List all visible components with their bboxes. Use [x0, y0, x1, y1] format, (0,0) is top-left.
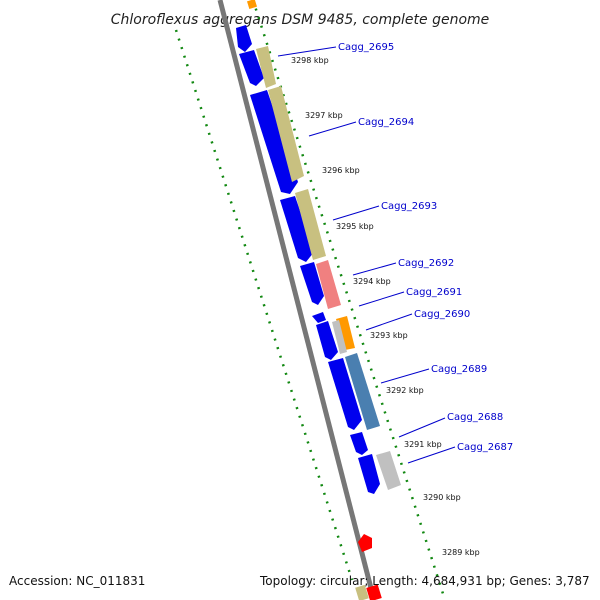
blue-gene-arrow[interactable]: [300, 262, 324, 305]
topology-label: Topology: circular; Length: 4,684,931 bp…: [260, 574, 590, 588]
kbp-label: 3295 kbp: [336, 222, 374, 231]
blue-gene-arrow[interactable]: [350, 432, 368, 455]
gene-labels: Cagg_2695 Cagg_2694 Cagg_2693 Cagg_2692 …: [338, 42, 513, 453]
callout-line: [277, 46, 337, 57]
kbp-label: 3289 kbp: [442, 548, 480, 557]
gene-label-cagg-2693[interactable]: Cagg_2693: [381, 201, 437, 212]
callout-line: [332, 205, 380, 221]
pink-gene[interactable]: [316, 260, 341, 309]
map-title: Chloroflexus aggregans DSM 9485, complet…: [111, 12, 490, 28]
callout-line: [358, 291, 405, 307]
blue-gene-arrow[interactable]: [358, 454, 380, 494]
gene-label-cagg-2690[interactable]: Cagg_2690: [414, 309, 470, 320]
bottom-red-feature: [366, 584, 382, 600]
grey-gene[interactable]: [376, 451, 401, 490]
gene-label-cagg-2691[interactable]: Cagg_2691: [406, 287, 462, 298]
outer-track-line: [174, 29, 354, 581]
colored-gene-track: [256, 46, 401, 490]
gene-callout-lines: [277, 46, 456, 464]
kbp-labels: 3298 kbp 3297 kbp 3296 kbp 3295 kbp 3294…: [291, 56, 480, 557]
gene-label-cagg-2695[interactable]: Cagg_2695: [338, 42, 394, 53]
blue-gene-arrow[interactable]: [312, 312, 326, 323]
kbp-label: 3292 kbp: [386, 386, 424, 395]
bottom-olive-feature: [355, 584, 369, 600]
gene-label-cagg-2689[interactable]: Cagg_2689: [431, 364, 487, 375]
callout-line: [380, 368, 430, 384]
misc-features: [247, 0, 382, 600]
gene-label-cagg-2687[interactable]: Cagg_2687: [457, 442, 513, 453]
blue-gene-arrow[interactable]: [316, 321, 338, 360]
blue-gene-arrow[interactable]: [280, 196, 314, 262]
callout-line: [398, 417, 446, 438]
top-orange-feature: [247, 0, 257, 9]
callout-line: [308, 121, 357, 137]
kbp-label: 3294 kbp: [353, 277, 391, 286]
orange-gene[interactable]: [336, 316, 355, 350]
kbp-label: 3297 kbp: [305, 111, 343, 120]
blue-gene-arrow[interactable]: [236, 25, 252, 52]
callout-line: [352, 262, 397, 276]
blue-gene-track: [236, 25, 380, 494]
blue-gene-arrow[interactable]: [250, 90, 298, 194]
accession-label: Accession: NC_011831: [9, 574, 146, 588]
blue-gene-arrow[interactable]: [239, 50, 264, 86]
red-marker: [358, 534, 372, 552]
gene-label-cagg-2692[interactable]: Cagg_2692: [398, 258, 454, 269]
blue-gene-arrow[interactable]: [328, 358, 362, 430]
kbp-label: 3291 kbp: [404, 440, 442, 449]
olive-gene[interactable]: [268, 86, 304, 182]
genome-backbone: [217, 0, 377, 600]
outer-dotted-track: [174, 29, 354, 581]
kbp-label: 3293 kbp: [370, 331, 408, 340]
steelblue-gene[interactable]: [345, 353, 380, 430]
grey-gene[interactable]: [332, 320, 347, 354]
callout-line: [365, 313, 413, 331]
gene-label-cagg-2688[interactable]: Cagg_2688: [447, 412, 503, 423]
callout-line: [407, 446, 456, 464]
kbp-label: 3290 kbp: [423, 493, 461, 502]
kbp-label: 3296 kbp: [322, 166, 360, 175]
olive-gene[interactable]: [295, 189, 326, 260]
olive-gene[interactable]: [256, 46, 276, 88]
gene-label-cagg-2694[interactable]: Cagg_2694: [358, 117, 414, 128]
kbp-label: 3298 kbp: [291, 56, 329, 65]
